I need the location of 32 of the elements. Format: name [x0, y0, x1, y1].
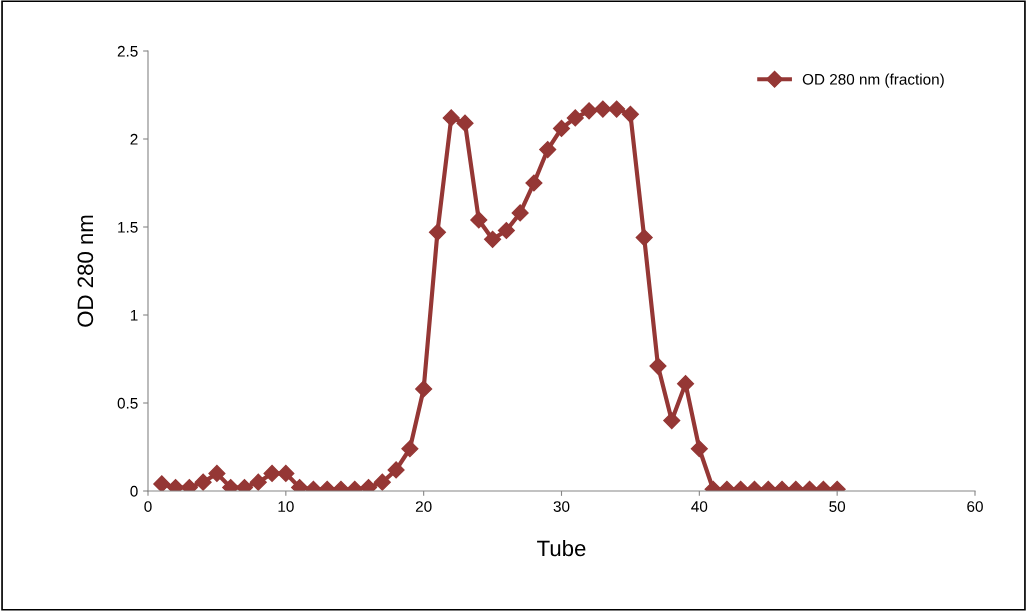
point	[525, 174, 543, 192]
x-tick-label: 40	[691, 501, 708, 512]
y-tick-label: 0.5	[117, 397, 138, 409]
y-tick-label: 2.5	[117, 45, 138, 57]
x-axis-title: Tube	[537, 539, 586, 557]
x-tick-label: 10	[278, 501, 294, 512]
x-tick-label: 0	[144, 501, 152, 512]
point	[621, 105, 639, 123]
point	[580, 102, 598, 120]
x-tick-label: 30	[553, 501, 570, 512]
point	[428, 223, 447, 241]
point	[442, 109, 460, 127]
y-axis-title: OD 280 nm	[77, 215, 94, 327]
x-tick-label: 60	[967, 501, 983, 512]
y-tick-label: 1.5	[118, 222, 138, 233]
y-tick-label: 0	[130, 485, 138, 497]
point	[456, 114, 474, 132]
point	[566, 109, 584, 127]
x-tick-label: 20	[415, 501, 432, 512]
legend-label: OD 280 nm (fraction)	[802, 73, 944, 88]
point	[511, 204, 529, 222]
point	[470, 211, 488, 229]
x-tick-label: 50	[829, 501, 846, 512]
y-tick-label: 1	[130, 310, 138, 321]
point	[539, 141, 557, 159]
point	[497, 221, 515, 240]
point	[594, 100, 612, 118]
point	[552, 119, 571, 137]
point	[608, 100, 626, 118]
y-tick-label: 2	[130, 133, 138, 145]
point	[484, 230, 502, 248]
point	[635, 229, 653, 247]
